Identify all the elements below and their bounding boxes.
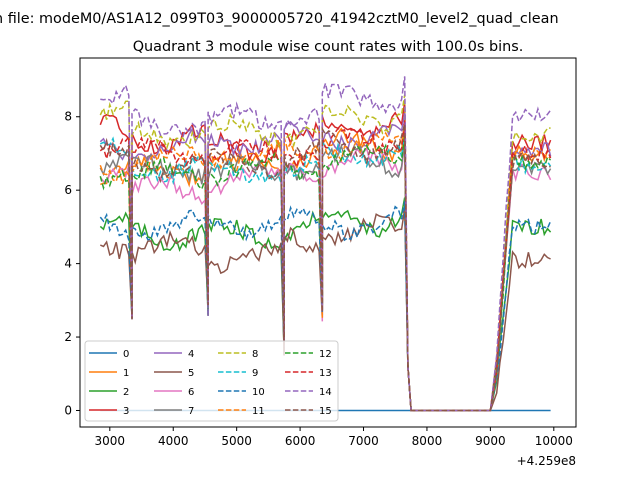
legend-label: 1: [123, 368, 129, 379]
legend-label: 10: [252, 387, 265, 398]
legend-box: [84, 340, 339, 422]
x-tick-label: 10000: [535, 434, 573, 448]
x-tick-label: 6000: [285, 434, 316, 448]
legend-label: 3: [123, 406, 129, 417]
x-axis: 3000 4000 5000 6000 7000 8000 9000 10000: [95, 427, 573, 448]
legend-label: 14: [319, 387, 332, 398]
chart-title: Quadrant 3 module wise count rates with …: [133, 39, 524, 55]
legend-label: 5: [188, 368, 194, 379]
x-tick-label: 5000: [221, 434, 252, 448]
x-tick-label: 9000: [475, 434, 506, 448]
y-tick-label: 6: [64, 183, 72, 197]
x-tick-label: 4000: [158, 434, 189, 448]
legend-label: 7: [188, 406, 194, 417]
x-tick-label: 7000: [348, 434, 379, 448]
y-tick-label: 4: [64, 257, 72, 271]
figure-suptitle: n file: modeM0/AS1A12_099T03_9000005720_…: [0, 11, 559, 27]
legend-label: 0: [123, 349, 129, 360]
legend-label: 9: [252, 368, 258, 379]
legend-label: 4: [188, 349, 194, 360]
legend-label: 15: [319, 406, 332, 417]
legend-label: 13: [319, 368, 332, 379]
legend-label: 11: [252, 406, 265, 417]
plot-lines: [99, 76, 552, 412]
legend-label: 12: [319, 349, 332, 360]
legend-label: 2: [123, 387, 129, 398]
y-tick-label: 2: [64, 330, 72, 344]
axes-frame: [79, 57, 577, 428]
y-tick-label: 8: [64, 110, 72, 124]
y-axis: 0 2 4 6 8: [64, 110, 80, 417]
legend-label: 8: [252, 349, 258, 360]
x-axis-offset-label: +4.259e8: [517, 454, 576, 468]
y-tick-label: 0: [64, 403, 72, 417]
x-tick-label: 8000: [412, 434, 443, 448]
legend-label: 6: [188, 387, 194, 398]
series-line-15: [99, 123, 551, 412]
x-tick-label: 3000: [95, 434, 126, 448]
